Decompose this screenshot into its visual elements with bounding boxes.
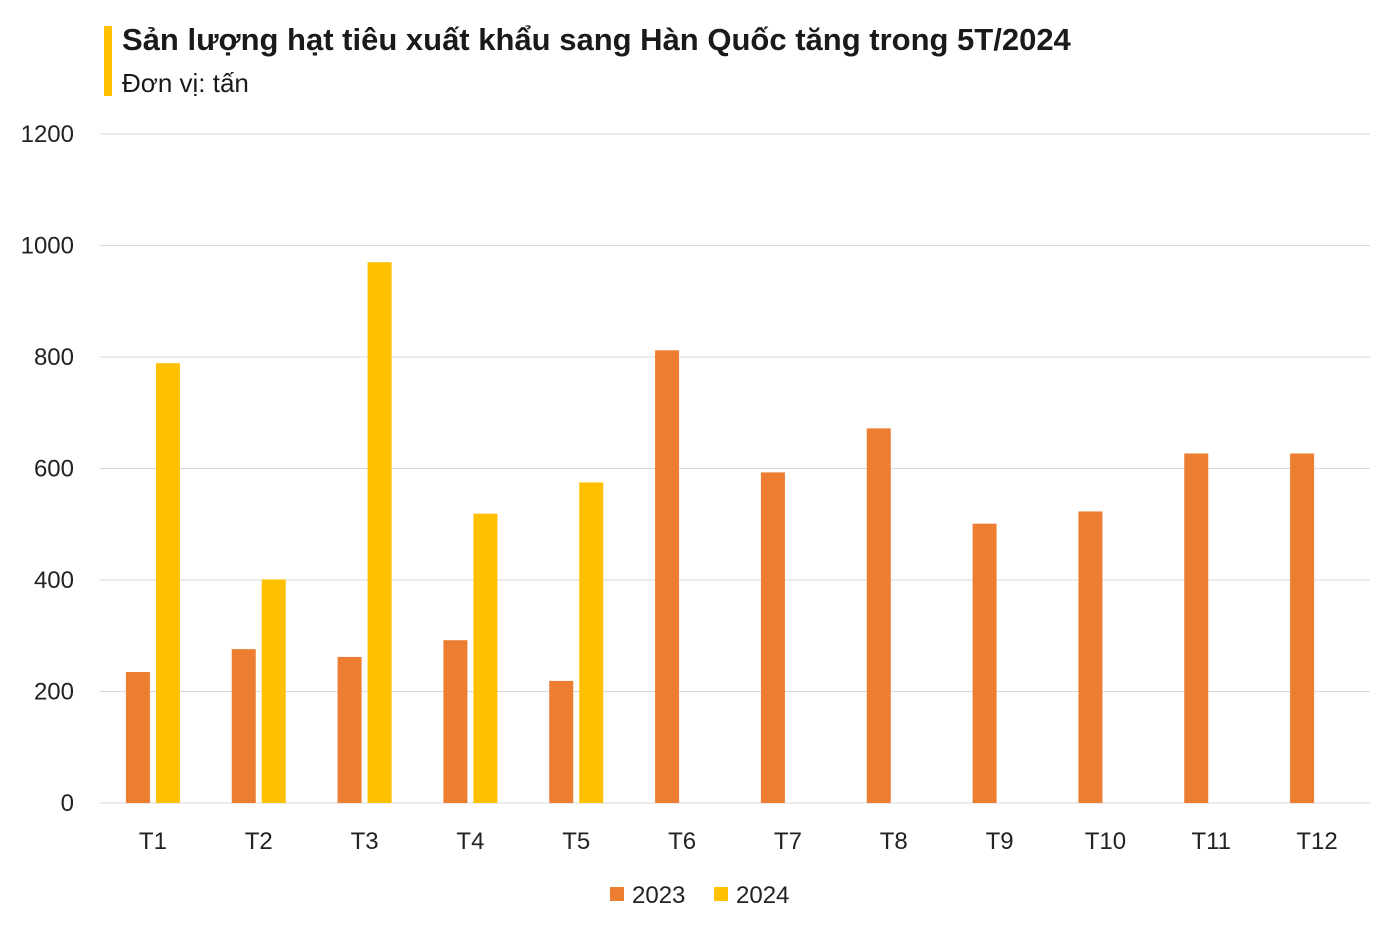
- bar-2023-T12: [1290, 453, 1315, 803]
- bar-2023-T4: [443, 640, 468, 803]
- bar-2024-T2: [261, 579, 286, 803]
- x-tick-label: T3: [351, 828, 379, 855]
- bars: [125, 262, 1315, 804]
- x-tick-label: T10: [1085, 828, 1126, 855]
- y-tick-label: 600: [34, 456, 74, 483]
- chart-subtitle: Đơn vị: tấn: [122, 68, 249, 98]
- bar-2023-T8: [866, 428, 891, 803]
- y-axis-ticks: 0 200 400 600 800 1000 1200: [21, 121, 74, 817]
- x-axis-ticks: T1 T2 T3 T4 T5 T6 T7 T8 T9 T10 T11 T12: [139, 828, 1338, 855]
- x-tick-label: T7: [774, 828, 802, 855]
- x-tick-label: T8: [880, 828, 908, 855]
- y-tick-label: 200: [34, 679, 74, 706]
- x-tick-label: T5: [562, 828, 590, 855]
- y-tick-label: 1000: [21, 233, 74, 260]
- bar-2023-T7: [760, 472, 785, 803]
- x-tick-label: T1: [139, 828, 167, 855]
- x-tick-label: T12: [1296, 828, 1337, 855]
- bar-2023-T1: [125, 671, 150, 803]
- x-tick-label: T4: [456, 828, 484, 855]
- y-tick-label: 0: [61, 790, 74, 817]
- legend-swatch-2024: [714, 887, 728, 901]
- bar-2024-T5: [579, 482, 604, 803]
- bar-2023-T10: [1078, 511, 1103, 803]
- x-tick-label: T6: [668, 828, 696, 855]
- bar-2023-T5: [549, 680, 574, 803]
- bar-2023-T3: [337, 656, 362, 803]
- chart-title: Sản lượng hạt tiêu xuất khẩu sang Hàn Qu…: [122, 22, 1071, 57]
- x-tick-label: T9: [986, 828, 1014, 855]
- bar-2023-T9: [972, 523, 997, 803]
- bar-2023-T6: [655, 350, 680, 803]
- x-tick-label: T2: [245, 828, 273, 855]
- gridlines: [100, 133, 1370, 804]
- bar-2024-T4: [473, 513, 498, 803]
- bar-2024-T1: [155, 363, 180, 803]
- y-tick-label: 800: [34, 344, 74, 371]
- bar-2023-T11: [1184, 453, 1209, 803]
- title-accent-bar: [104, 26, 112, 96]
- legend: 2023 2024: [610, 882, 789, 909]
- y-tick-label: 1200: [21, 121, 74, 148]
- bar-2023-T2: [231, 649, 256, 803]
- x-tick-label: T11: [1191, 828, 1231, 855]
- bar-2024-T3: [367, 262, 392, 804]
- y-tick-label: 400: [34, 567, 74, 594]
- legend-label-2024: 2024: [736, 882, 789, 909]
- legend-swatch-2023: [610, 887, 624, 901]
- legend-label-2023: 2023: [632, 882, 685, 909]
